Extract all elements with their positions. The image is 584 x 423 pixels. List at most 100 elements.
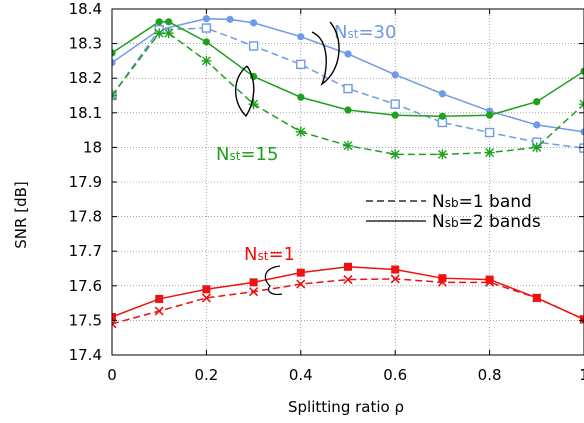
y-tick-label: 17.9 — [69, 173, 102, 191]
data-point — [250, 19, 258, 27]
series-line — [112, 32, 584, 156]
plot-frame — [111, 8, 584, 356]
data-point — [533, 121, 541, 129]
series-layer — [112, 15, 584, 329]
x-tick-label: 0.4 — [289, 366, 313, 384]
y-tick-label: 17.5 — [69, 311, 102, 329]
series-line — [112, 27, 584, 149]
data-point — [437, 149, 448, 160]
y-tick-label: 18.2 — [69, 69, 102, 87]
data-point — [343, 83, 353, 94]
legend-label: Nsb=2 bands — [432, 212, 541, 232]
label-nst-1: Nst=1 — [244, 244, 295, 265]
data-point — [391, 71, 399, 79]
y-axis-label: SNR [dB] — [12, 181, 30, 248]
data-point — [579, 143, 584, 153]
data-point — [532, 293, 542, 303]
data-point — [163, 28, 174, 39]
data-point — [438, 274, 447, 283]
data-point — [390, 149, 401, 160]
series-line — [112, 278, 584, 325]
x-tick-label: 0.6 — [383, 366, 407, 384]
x-axis-label: Splitting ratio ρ — [288, 398, 404, 416]
data-point — [248, 99, 259, 110]
data-point — [484, 127, 495, 138]
data-point — [579, 314, 584, 324]
data-point — [579, 99, 584, 110]
y-tick-label: 18.1 — [69, 104, 102, 122]
y-tick-label: 18.3 — [69, 35, 102, 53]
data-point — [531, 142, 542, 153]
y-tick-label: 17.7 — [69, 242, 102, 260]
data-point — [486, 111, 494, 119]
data-point — [484, 147, 495, 158]
data-point — [390, 99, 400, 109]
x-tick-label: 0.2 — [194, 366, 218, 384]
bracket-nst-1 — [264, 265, 283, 295]
x-tick-label: 1 — [579, 366, 584, 384]
data-point — [533, 98, 541, 106]
data-point — [112, 59, 116, 67]
series-nst-15-2band — [112, 18, 584, 120]
data-point — [112, 319, 117, 329]
data-point — [343, 140, 353, 151]
data-point — [580, 315, 584, 324]
data-point — [201, 293, 211, 303]
y-tick-label: 17.8 — [69, 208, 102, 226]
data-point — [295, 126, 306, 137]
label-nst-30: Nst=30 — [334, 22, 396, 43]
axes: 0 0.2 0.4 0.6 0.8 1 17.4 17.5 17.6 17.7 17.8 17.9 18… — [69, 0, 584, 384]
data-point — [344, 50, 352, 58]
series-nst-30-1band — [112, 23, 584, 153]
series-nst-1-1band — [112, 274, 584, 329]
data-point — [391, 111, 399, 119]
data-point — [112, 49, 116, 57]
data-point — [202, 15, 210, 23]
data-point — [155, 18, 163, 26]
data-point — [155, 294, 164, 303]
data-point — [154, 28, 165, 39]
data-point — [202, 38, 210, 46]
data-point — [201, 23, 212, 33]
data-point — [297, 33, 305, 41]
data-point — [485, 277, 495, 287]
grid — [112, 9, 584, 355]
data-point — [438, 90, 446, 98]
data-point — [344, 262, 352, 271]
data-point — [344, 106, 352, 114]
data-point — [297, 93, 305, 101]
data-point — [296, 59, 306, 70]
data-point — [296, 268, 305, 277]
y-tick-label: 17.4 — [69, 346, 102, 364]
y-tick-label: 18.4 — [69, 0, 102, 18]
label-nst-15: Nst=15 — [216, 144, 278, 165]
data-point — [249, 278, 258, 287]
data-point — [201, 55, 212, 66]
data-point — [390, 274, 400, 284]
data-point — [485, 275, 494, 284]
series-nst-15-1band — [112, 28, 584, 160]
data-point — [391, 265, 400, 274]
data-point — [202, 285, 211, 294]
data-point — [249, 287, 259, 297]
series-line — [112, 266, 584, 321]
x-tick-label: 0 — [107, 366, 117, 384]
series-nst-1-2band — [112, 262, 584, 324]
x-tick-label: 0.8 — [478, 366, 502, 384]
data-point — [248, 41, 259, 51]
data-point — [438, 112, 446, 120]
y-tick-label: 17.6 — [69, 277, 102, 295]
y-tick-label: 18 — [83, 138, 102, 156]
bracket-nst-30 — [311, 21, 340, 86]
data-point — [580, 67, 584, 75]
data-point — [296, 279, 306, 289]
annotations: Nst=30 Nst=15 Nst=1 — [216, 21, 396, 295]
data-point — [437, 277, 447, 287]
data-point — [165, 18, 173, 26]
bracket-nst-15 — [234, 65, 255, 118]
data-point — [343, 275, 353, 285]
data-point — [226, 15, 234, 23]
data-point — [112, 312, 116, 321]
